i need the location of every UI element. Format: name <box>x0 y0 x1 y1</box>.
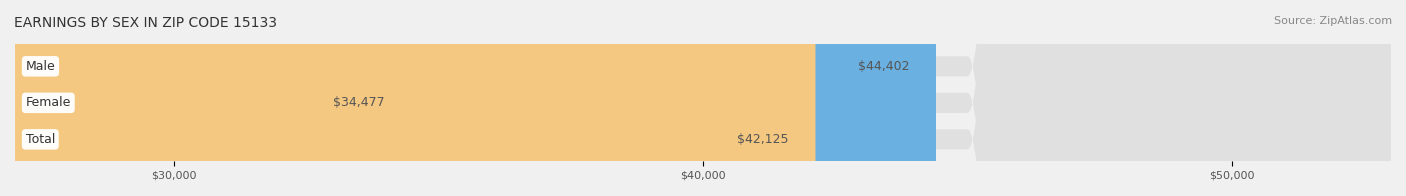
Text: Total: Total <box>25 133 55 146</box>
Text: Source: ZipAtlas.com: Source: ZipAtlas.com <box>1274 16 1392 26</box>
Text: $34,477: $34,477 <box>333 96 384 109</box>
FancyBboxPatch shape <box>15 0 815 196</box>
Text: EARNINGS BY SEX IN ZIP CODE 15133: EARNINGS BY SEX IN ZIP CODE 15133 <box>14 16 277 30</box>
FancyBboxPatch shape <box>15 0 936 196</box>
Text: $44,402: $44,402 <box>858 60 910 73</box>
FancyBboxPatch shape <box>15 0 1391 196</box>
FancyBboxPatch shape <box>15 0 1391 196</box>
Text: $42,125: $42,125 <box>738 133 789 146</box>
Text: Female: Female <box>25 96 70 109</box>
Text: Male: Male <box>25 60 55 73</box>
FancyBboxPatch shape <box>0 0 439 196</box>
FancyBboxPatch shape <box>15 0 1391 196</box>
